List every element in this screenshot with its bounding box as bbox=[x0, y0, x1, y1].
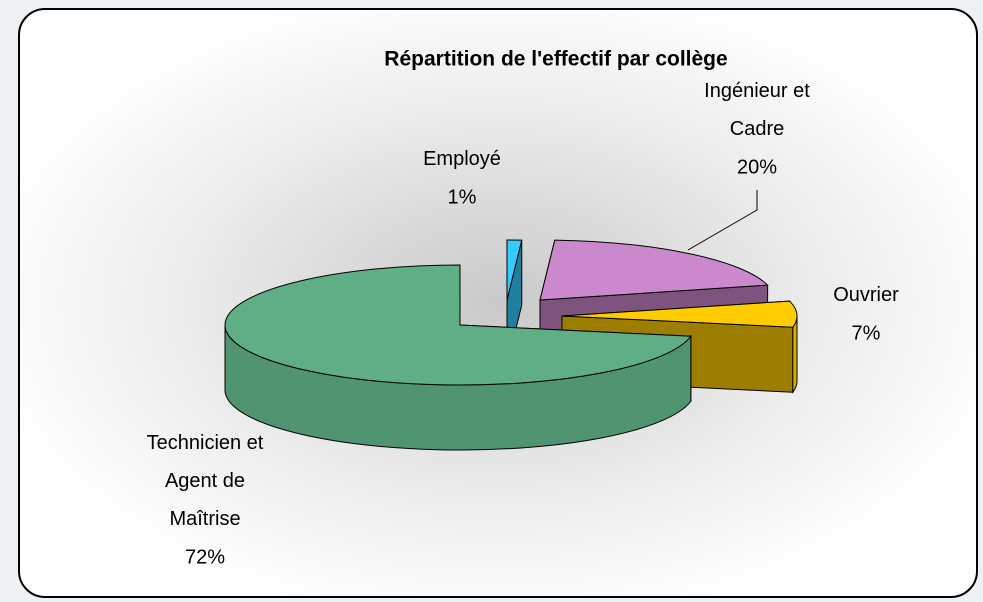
chart-title: Répartition de l'effectif par collège bbox=[384, 48, 727, 71]
slice-label: Ouvrier bbox=[833, 284, 899, 306]
slice-value-label: 20% bbox=[737, 156, 777, 178]
slice-value-label: 7% bbox=[852, 322, 881, 344]
slice bbox=[539, 239, 769, 301]
slice bbox=[506, 239, 523, 301]
pie bbox=[224, 239, 798, 451]
slice-value-label: 72% bbox=[185, 546, 225, 568]
slice-value-label: 1% bbox=[448, 186, 477, 208]
slice-side bbox=[792, 315, 798, 394]
slice-label: Ingénieur et Cadre bbox=[704, 80, 810, 140]
slice bbox=[224, 264, 692, 386]
leader-line bbox=[687, 190, 758, 251]
labels: Employé 1% Ingénieur et Cadre 20% Ouvrier 7% Te… bbox=[147, 80, 899, 568]
slice-label: Technicien et Agent de Maîtrise bbox=[147, 432, 264, 530]
chart-frame bbox=[18, 8, 978, 598]
slice-label: Employé bbox=[423, 148, 501, 170]
slice bbox=[561, 300, 798, 328]
